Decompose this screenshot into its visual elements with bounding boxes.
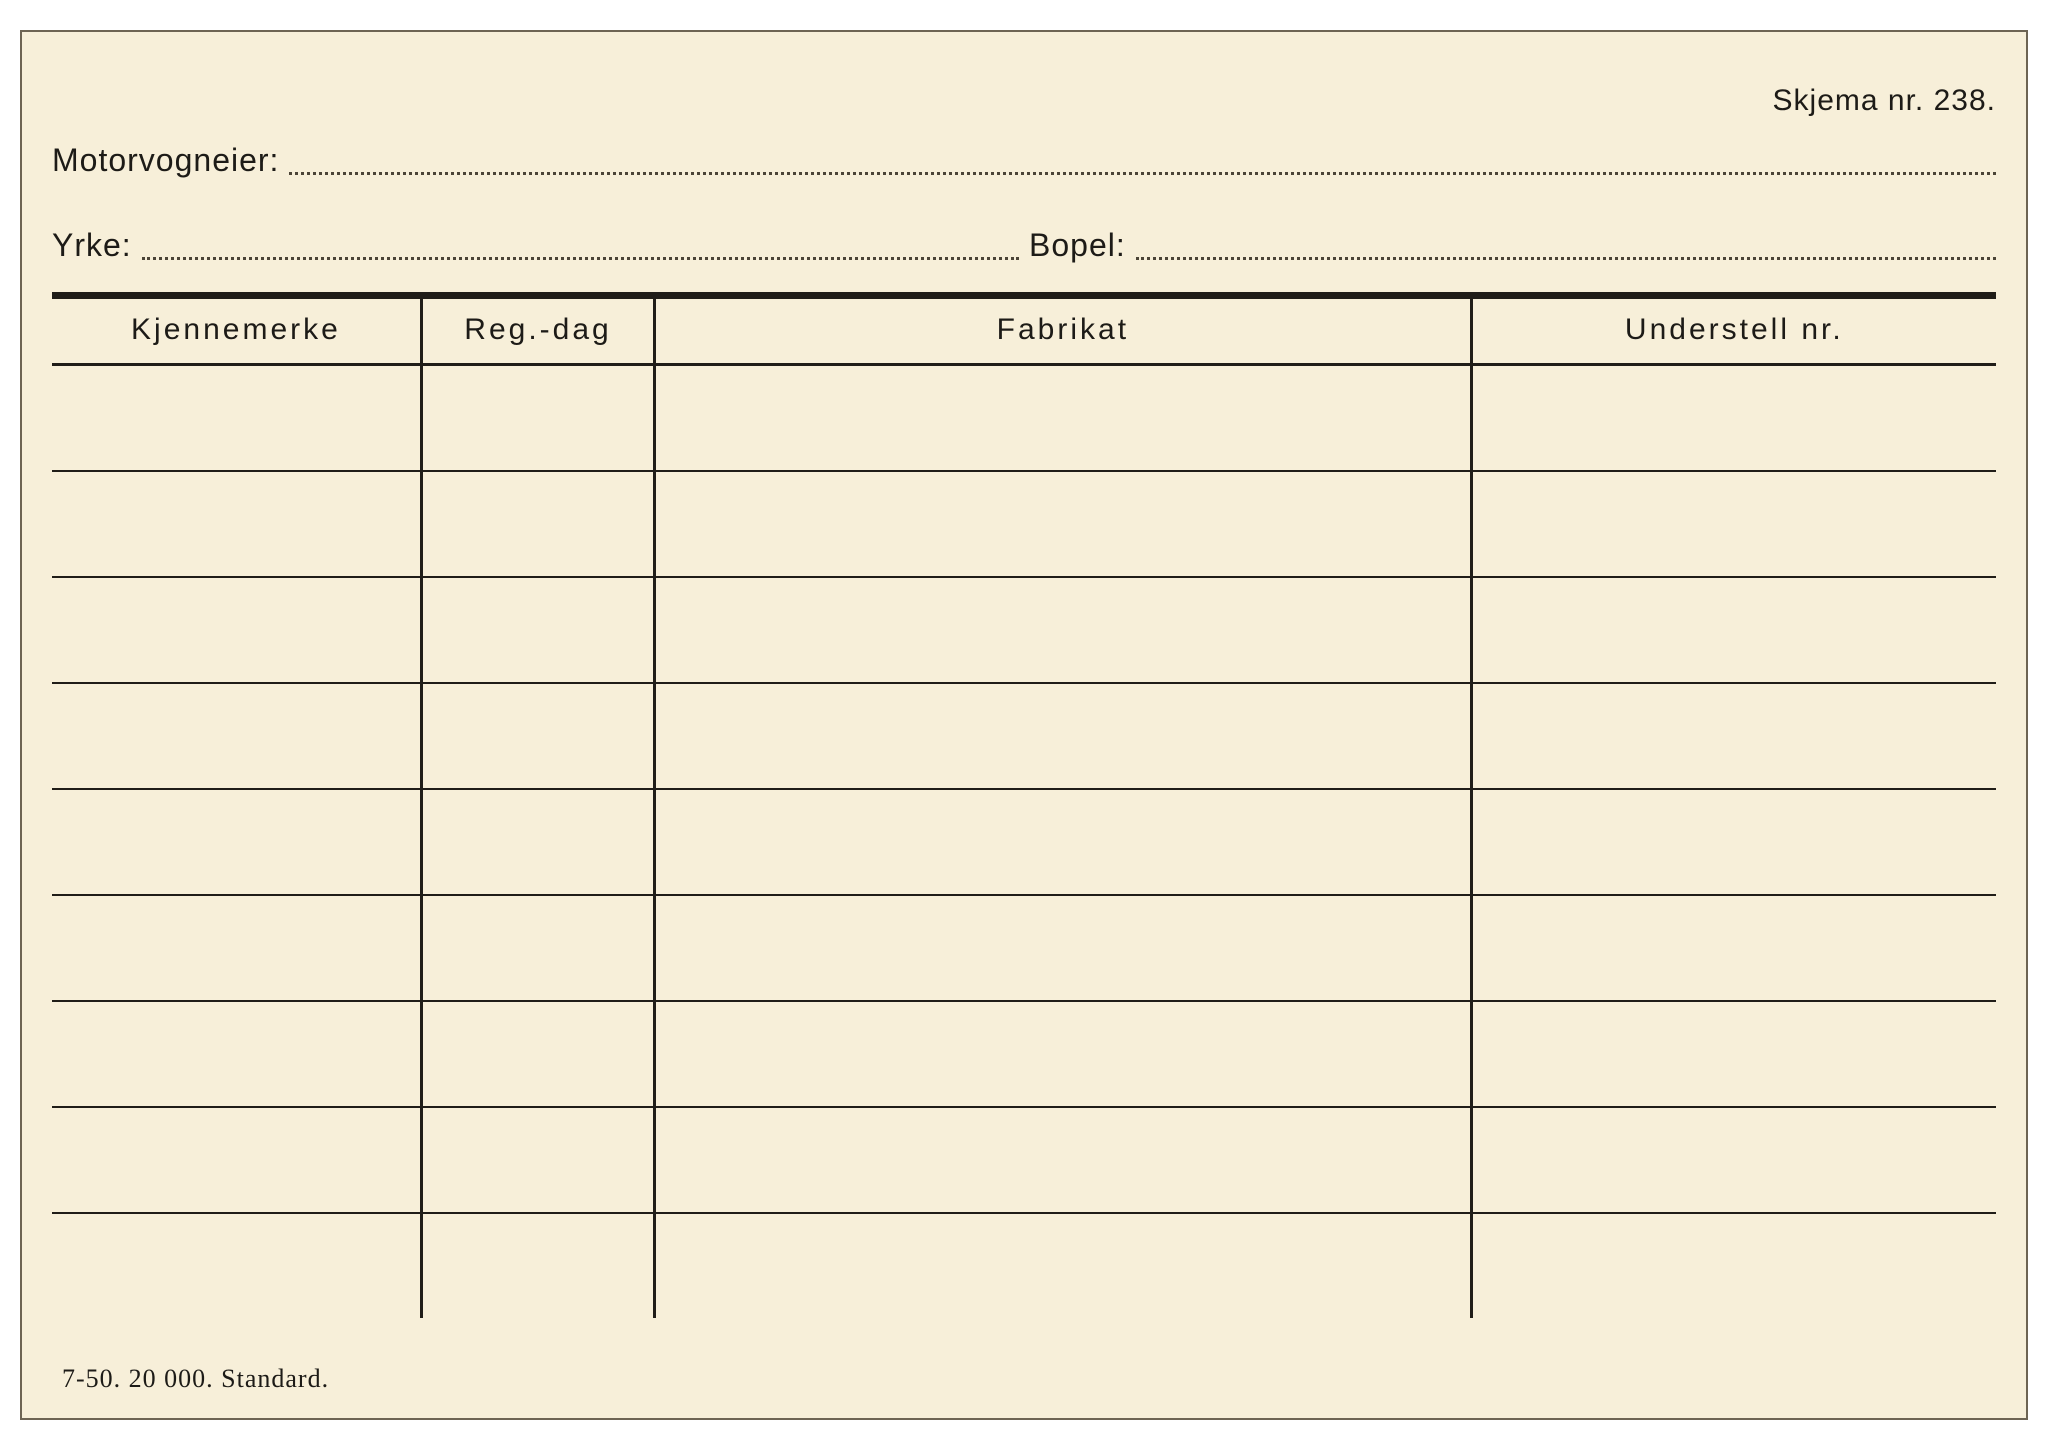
cell-understell[interactable] bbox=[1471, 895, 1996, 1001]
col-header-reg_dag: Reg.-dag bbox=[421, 296, 654, 365]
cell-understell[interactable] bbox=[1471, 365, 1996, 472]
cell-understell[interactable] bbox=[1471, 1001, 1996, 1107]
cell-fabrikat[interactable] bbox=[655, 365, 1471, 472]
cell-reg_dag[interactable] bbox=[421, 789, 654, 895]
cell-fabrikat[interactable] bbox=[655, 789, 1471, 895]
page: Skjema nr. 238. Motorvogneier: Yrke: Bop… bbox=[0, 0, 2048, 1440]
owner-row: Motorvogneier: bbox=[52, 142, 1996, 179]
form-card: Skjema nr. 238. Motorvogneier: Yrke: Bop… bbox=[20, 30, 2028, 1420]
cell-kjennemerke[interactable] bbox=[52, 789, 421, 895]
cell-kjennemerke[interactable] bbox=[52, 683, 421, 789]
cell-reg_dag[interactable] bbox=[421, 577, 654, 683]
occupation-field: Yrke: bbox=[52, 227, 1019, 264]
cell-reg_dag[interactable] bbox=[421, 365, 654, 472]
occupation-label: Yrke: bbox=[52, 227, 132, 264]
occupation-input-line[interactable] bbox=[142, 257, 1019, 260]
registration-table-wrap: KjennemerkeReg.-dagFabrikatUnderstell nr… bbox=[52, 292, 1996, 1318]
cell-understell[interactable] bbox=[1471, 471, 1996, 577]
cell-fabrikat[interactable] bbox=[655, 577, 1471, 683]
cell-fabrikat[interactable] bbox=[655, 1107, 1471, 1213]
col-header-fabrikat: Fabrikat bbox=[655, 296, 1471, 365]
cell-reg_dag[interactable] bbox=[421, 895, 654, 1001]
table-row bbox=[52, 683, 1996, 789]
table-row bbox=[52, 895, 1996, 1001]
registration-table: KjennemerkeReg.-dagFabrikatUnderstell nr… bbox=[52, 292, 1996, 1318]
cell-kjennemerke[interactable] bbox=[52, 577, 421, 683]
cell-kjennemerke[interactable] bbox=[52, 895, 421, 1001]
cell-reg_dag[interactable] bbox=[421, 471, 654, 577]
cell-kjennemerke[interactable] bbox=[52, 1107, 421, 1213]
cell-reg_dag[interactable] bbox=[421, 1001, 654, 1107]
cell-fabrikat[interactable] bbox=[655, 1001, 1471, 1107]
cell-understell[interactable] bbox=[1471, 577, 1996, 683]
cell-reg_dag[interactable] bbox=[421, 1107, 654, 1213]
table-row bbox=[52, 1213, 1996, 1318]
cell-understell[interactable] bbox=[1471, 683, 1996, 789]
col-header-kjennemerke: Kjennemerke bbox=[52, 296, 421, 365]
table-row bbox=[52, 1001, 1996, 1107]
cell-kjennemerke[interactable] bbox=[52, 1213, 421, 1318]
table-row bbox=[52, 789, 1996, 895]
table-row bbox=[52, 577, 1996, 683]
table-row bbox=[52, 1107, 1996, 1213]
cell-understell[interactable] bbox=[1471, 789, 1996, 895]
owner-label: Motorvogneier: bbox=[52, 142, 279, 179]
cell-understell[interactable] bbox=[1471, 1213, 1996, 1318]
cell-kjennemerke[interactable] bbox=[52, 1001, 421, 1107]
table-row bbox=[52, 471, 1996, 577]
cell-reg_dag[interactable] bbox=[421, 683, 654, 789]
print-note: 7-50. 20 000. Standard. bbox=[62, 1364, 329, 1394]
table-header-row: KjennemerkeReg.-dagFabrikatUnderstell nr… bbox=[52, 296, 1996, 365]
cell-fabrikat[interactable] bbox=[655, 895, 1471, 1001]
cell-fabrikat[interactable] bbox=[655, 683, 1471, 789]
residence-label: Bopel: bbox=[1029, 227, 1126, 264]
form-number: Skjema nr. 238. bbox=[1773, 84, 1996, 118]
residence-input-line[interactable] bbox=[1136, 257, 1996, 260]
cell-understell[interactable] bbox=[1471, 1107, 1996, 1213]
cell-kjennemerke[interactable] bbox=[52, 365, 421, 472]
table-row bbox=[52, 365, 1996, 472]
residence-field: Bopel: bbox=[1029, 227, 1996, 264]
occupation-residence-row: Yrke: Bopel: bbox=[52, 227, 1996, 264]
cell-kjennemerke[interactable] bbox=[52, 471, 421, 577]
col-header-understell: Understell nr. bbox=[1471, 296, 1996, 365]
owner-input-line[interactable] bbox=[289, 172, 1996, 175]
cell-reg_dag[interactable] bbox=[421, 1213, 654, 1318]
cell-fabrikat[interactable] bbox=[655, 471, 1471, 577]
cell-fabrikat[interactable] bbox=[655, 1213, 1471, 1318]
